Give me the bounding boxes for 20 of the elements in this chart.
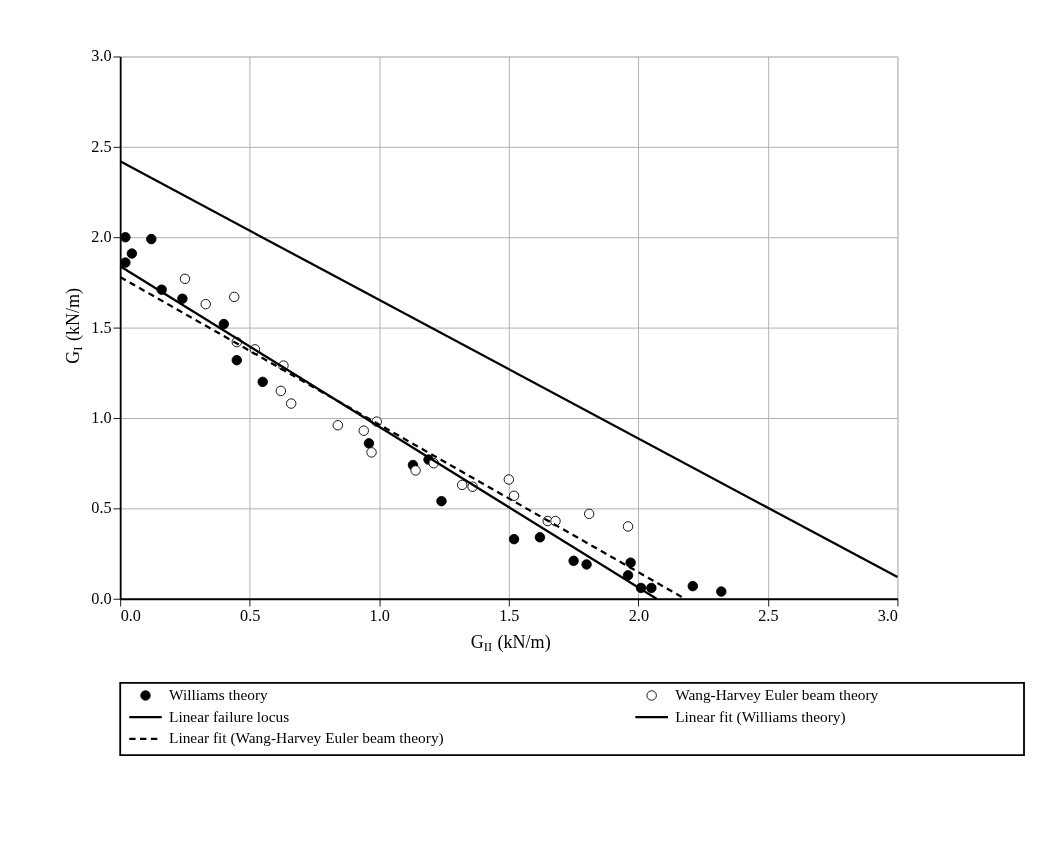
x-tick-label: 0.5 — [240, 606, 261, 625]
x-tick-label: 1.5 — [499, 606, 520, 625]
legend-label: Linear fit (Wang-Harvey Euler beam theory) — [169, 729, 444, 748]
legend-label: Williams theory — [169, 686, 269, 704]
x-tick-label: 1.0 — [369, 606, 390, 625]
y-tick-label: 2.0 — [91, 228, 112, 247]
x-tick-label: 0.0 — [120, 606, 141, 625]
legend-label: Linear failure locus — [169, 707, 290, 725]
y-tick-label: 3.0 — [91, 47, 112, 66]
legend-label: Linear fit (Williams theory) — [675, 707, 846, 726]
legend-label: Wang-Harvey Euler beam theory — [675, 686, 879, 704]
x-tick-label: 2.5 — [758, 606, 779, 625]
y-tick-label: 0.0 — [91, 589, 112, 608]
x-tick-label: 3.0 — [877, 606, 898, 625]
y-tick-label: 0.5 — [91, 499, 112, 518]
x-tick-label: 2.0 — [628, 606, 649, 625]
y-tick-label: 1.0 — [91, 409, 112, 427]
y-tick-label: 1.5 — [91, 318, 112, 337]
y-axis-title: GI (kN/m) — [62, 287, 86, 364]
y-tick-label: 2.5 — [91, 137, 112, 156]
